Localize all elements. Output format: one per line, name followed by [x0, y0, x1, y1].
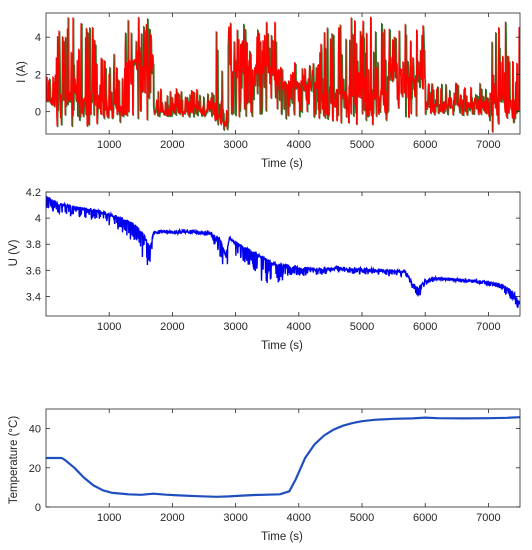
- current-plot: I (A) Time (s) 1000 2000 3000 4000 5000 6000 7…: [16, 12, 521, 170]
- current-xtick-label: 6000: [413, 139, 437, 151]
- temperature-series-line: [46, 416, 520, 498]
- voltage-ytick-label: 3.6: [26, 265, 41, 277]
- temperature-ytick-label: 20: [29, 463, 41, 475]
- voltage-xtick-label: 1000: [97, 321, 121, 333]
- current-xtick-label: 7000: [476, 139, 500, 151]
- voltage-xlabel: Time (s): [261, 340, 303, 352]
- current-ylabel: I (A): [16, 61, 28, 83]
- voltage-series-line: [46, 195, 520, 308]
- current-xtick-label: 3000: [223, 139, 247, 151]
- temperature-ytick-label: 40: [29, 424, 41, 436]
- temperature-xtick-label: 5000: [350, 512, 374, 524]
- voltage-xtick-label: 6000: [413, 321, 437, 333]
- temperature-xtick-label: 3000: [223, 512, 247, 524]
- current-series-line: [46, 16, 520, 132]
- voltage-axes-box: [45, 191, 521, 317]
- voltage-ytick-label: 3.4: [26, 291, 41, 303]
- voltage-plot: U (V) Time (s) 1000 2000 3000 4000 5000 6000 7…: [8, 187, 521, 352]
- temperature-xtick-label: 1000: [97, 512, 121, 524]
- voltage-xtick-label: 3000: [223, 321, 247, 333]
- current-xtick-label: 4000: [287, 139, 311, 151]
- voltage-ytick-label: 4: [35, 213, 41, 225]
- temperature-plot: Temperature (°C) Time (s) 1000 2000 3000 40…: [8, 408, 521, 543]
- current-xtick-label: 2000: [160, 139, 184, 151]
- voltage-xtick-label: 5000: [350, 321, 374, 333]
- temperature-xtick-label: 4000: [287, 512, 311, 524]
- temperature-xtick-label: 2000: [160, 512, 184, 524]
- voltage-ytick-label: 3.8: [26, 239, 41, 251]
- current-series-shadow: [46, 17, 520, 133]
- current-ytick-label: 2: [35, 69, 41, 81]
- temperature-axes-box: [45, 408, 521, 508]
- current-ytick-label: 4: [35, 32, 41, 44]
- temperature-xtick-label: 6000: [413, 512, 437, 524]
- current-xlabel: Time (s): [261, 158, 303, 170]
- voltage-xtick-label: 4000: [287, 321, 311, 333]
- voltage-xtick-label: 2000: [160, 321, 184, 333]
- current-xtick-label: 1000: [97, 139, 121, 151]
- current-xtick-label: 5000: [350, 139, 374, 151]
- temperature-xlabel: Time (s): [261, 531, 303, 543]
- voltage-ytick-label: 4.2: [26, 187, 41, 199]
- temperature-xtick-label: 7000: [476, 512, 500, 524]
- current-axes-box: [45, 12, 521, 135]
- temperature-ytick-label: 0: [35, 502, 41, 514]
- voltage-ylabel: U (V): [8, 239, 20, 266]
- voltage-xtick-label: 7000: [476, 321, 500, 333]
- current-ytick-label: 0: [35, 107, 41, 119]
- temperature-ylabel: Temperature (°C): [8, 416, 20, 504]
